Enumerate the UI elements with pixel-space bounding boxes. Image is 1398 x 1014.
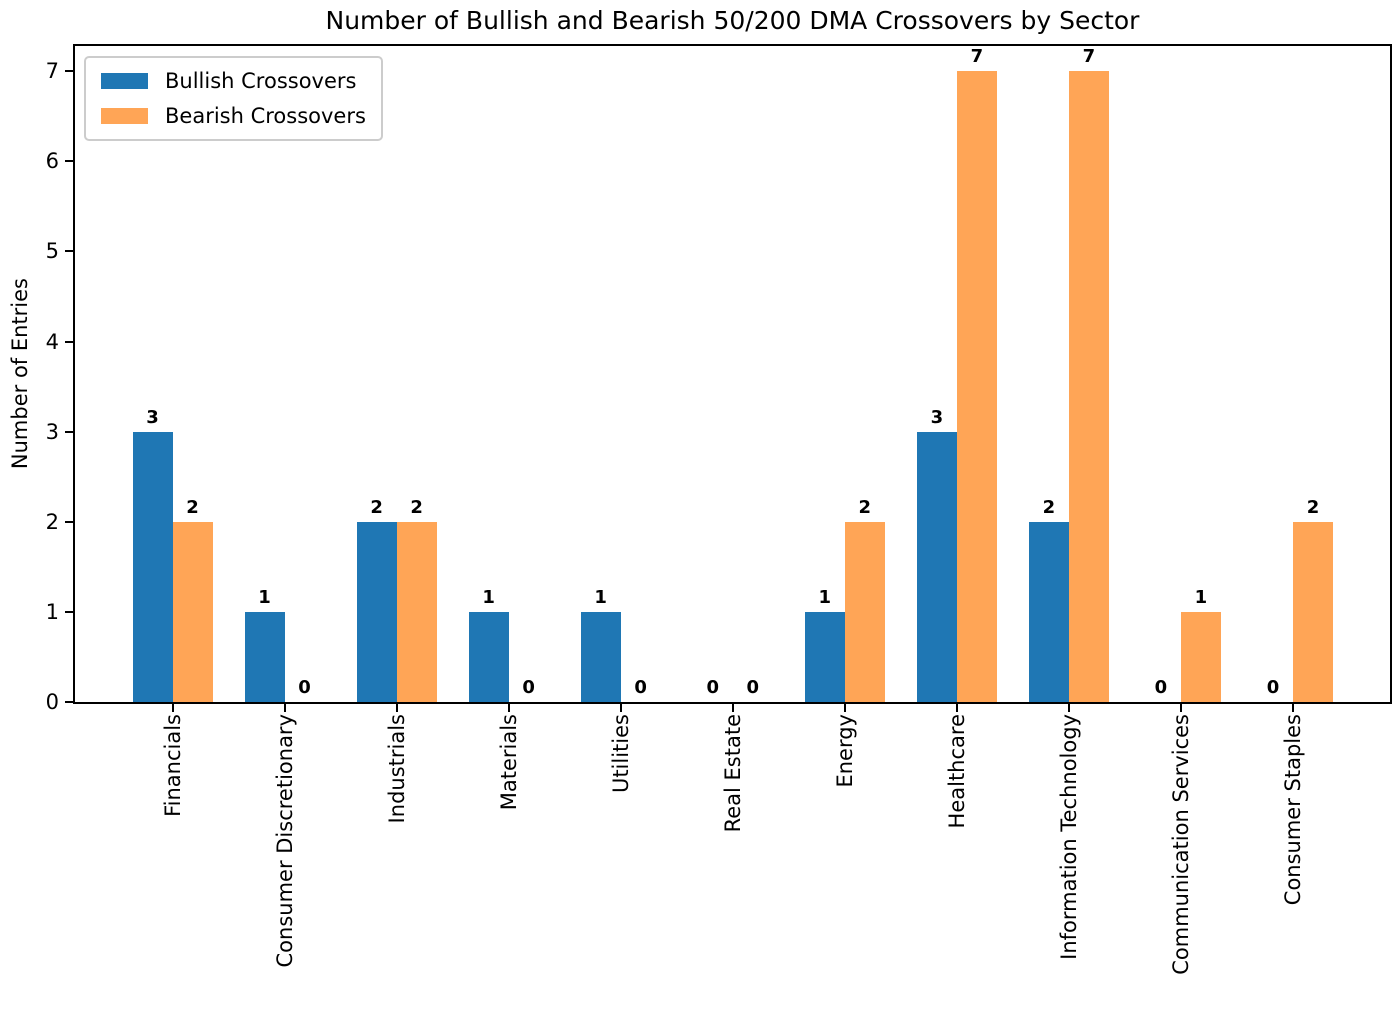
bar-value-label: 2 bbox=[858, 497, 872, 518]
x-tick-label: Communication Services bbox=[1168, 714, 1193, 975]
bar-value-label: 1 bbox=[594, 587, 607, 608]
x-tick bbox=[283, 704, 286, 712]
bar-value-label: 2 bbox=[370, 497, 383, 518]
x-tick bbox=[955, 704, 958, 712]
bar-value-label: 0 bbox=[522, 677, 535, 698]
bullish-bar bbox=[356, 522, 397, 702]
x-tick bbox=[507, 704, 510, 712]
bar-value-label: 1 bbox=[818, 587, 832, 608]
bearish-bar bbox=[1293, 522, 1333, 702]
x-tick-label: Consumer Discretionary bbox=[272, 714, 297, 968]
bearish-bar bbox=[956, 71, 997, 702]
x-tick-label: Energy bbox=[832, 714, 857, 788]
x-tick bbox=[1067, 704, 1070, 712]
x-tick bbox=[395, 704, 398, 712]
y-tick-label: 7 bbox=[45, 59, 59, 84]
y-tick bbox=[65, 160, 73, 163]
x-tick-label: Financials bbox=[160, 714, 185, 817]
legend-item: Bearish Crossovers bbox=[101, 104, 366, 128]
x-tick-label: Consumer Staples bbox=[1281, 714, 1305, 906]
legend-swatch bbox=[101, 108, 148, 124]
bearish-bar bbox=[1180, 612, 1221, 702]
y-tick-label: 0 bbox=[45, 690, 59, 714]
bar-value-label: 7 bbox=[1082, 46, 1096, 67]
x-tick-label: Real Estate bbox=[720, 714, 745, 833]
x-tick-label: Utilities bbox=[608, 714, 633, 794]
x-tick-label: Healthcare bbox=[944, 714, 969, 829]
bearish-bar bbox=[1068, 71, 1109, 702]
x-tick-label: Information Technology bbox=[1056, 714, 1081, 960]
x-tick bbox=[1292, 704, 1294, 712]
bullish-bar bbox=[244, 612, 285, 702]
bar-value-label: 7 bbox=[970, 46, 984, 67]
y-tick-label: 4 bbox=[45, 329, 59, 354]
bullish-bar bbox=[132, 432, 173, 702]
x-tick bbox=[171, 704, 174, 712]
legend-item: Bullish Crossovers bbox=[101, 69, 366, 93]
bar-value-label: 0 bbox=[298, 677, 311, 698]
chart-title: Number of Bullish and Bearish 50/200 DMA… bbox=[325, 6, 1140, 35]
bullish-bar bbox=[468, 612, 509, 702]
bearish-bar bbox=[844, 522, 885, 702]
y-tick bbox=[65, 430, 73, 433]
y-tick bbox=[65, 70, 73, 73]
bar-value-label: 0 bbox=[706, 677, 720, 698]
bearish-bar bbox=[172, 522, 213, 702]
bar-value-label: 1 bbox=[1194, 587, 1208, 608]
bar-value-label: 0 bbox=[634, 677, 647, 698]
bar-value-label: 2 bbox=[1306, 497, 1320, 518]
x-tick bbox=[1179, 704, 1182, 712]
bar-value-label: 2 bbox=[186, 497, 199, 518]
y-tick bbox=[65, 610, 73, 613]
x-tick bbox=[619, 704, 622, 712]
bullish-bar bbox=[916, 432, 957, 702]
bar-value-label: 3 bbox=[930, 407, 944, 428]
bar-value-label: 0 bbox=[1266, 677, 1280, 698]
bar-value-label: 3 bbox=[146, 407, 159, 428]
bullish-bar bbox=[804, 612, 845, 702]
y-tick-label: 3 bbox=[45, 419, 59, 444]
bar-value-label: 1 bbox=[258, 587, 271, 608]
y-tick bbox=[65, 520, 73, 523]
x-tick-label: Materials bbox=[496, 714, 521, 811]
y-tick-label: 5 bbox=[45, 239, 59, 264]
y-tick-label: 2 bbox=[45, 509, 59, 534]
plot-area: Bullish Crossovers Bearish Crossovers 3 2 1… bbox=[73, 44, 1392, 704]
bar-value-label: 2 bbox=[1042, 497, 1056, 518]
x-tick bbox=[843, 704, 846, 712]
legend-label: Bearish Crossovers bbox=[165, 104, 366, 128]
bar-value-label: 0 bbox=[746, 677, 760, 698]
y-tick-label: 1 bbox=[45, 599, 59, 624]
legend-label: Bullish Crossovers bbox=[165, 69, 357, 93]
x-tick-label: Industrials bbox=[384, 714, 409, 824]
bar-value-label: 0 bbox=[1154, 677, 1168, 698]
y-tick bbox=[65, 701, 73, 703]
bar-value-label: 2 bbox=[410, 497, 423, 518]
legend-swatch bbox=[101, 73, 148, 89]
x-tick bbox=[731, 704, 734, 712]
bar-value-label: 1 bbox=[482, 587, 495, 608]
bearish-bar bbox=[396, 522, 437, 702]
y-tick bbox=[65, 250, 73, 253]
bullish-bar bbox=[1028, 522, 1069, 702]
legend: Bullish Crossovers Bearish Crossovers bbox=[84, 56, 383, 141]
y-tick bbox=[65, 340, 73, 343]
y-tick-label: 6 bbox=[45, 149, 59, 174]
bullish-bar bbox=[580, 612, 621, 702]
